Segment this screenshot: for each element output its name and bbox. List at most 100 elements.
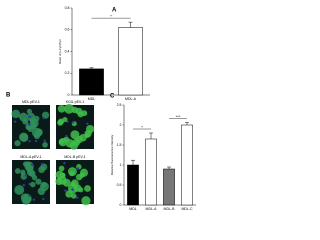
y-tick-label: 0 (120, 203, 122, 207)
nucleus (76, 196, 79, 199)
nucleus (28, 194, 31, 198)
nucleus (28, 123, 31, 126)
cell (26, 108, 33, 115)
x-tick-label: MDL (88, 97, 95, 101)
cell (81, 196, 91, 206)
cell (22, 118, 29, 125)
cell (77, 111, 84, 118)
x-tick-label: MDL (129, 207, 136, 211)
cell (64, 103, 74, 114)
bar (118, 27, 143, 96)
panel-label: C (110, 94, 115, 100)
cell (57, 104, 66, 113)
cell (85, 124, 95, 134)
error-bar (185, 122, 189, 125)
cell (69, 141, 79, 150)
nucleus (41, 162, 44, 166)
nucleus (43, 139, 46, 142)
y-tick-label: 2 (120, 123, 122, 127)
bar (181, 124, 193, 206)
cell (70, 193, 77, 199)
cell (33, 132, 41, 140)
y-tick-label: 0.5 (117, 183, 122, 187)
cell (42, 142, 48, 148)
y-tick-label: 0 (68, 93, 70, 97)
image-caption: MDL-B pEV-1 (64, 155, 85, 159)
cell (20, 169, 26, 175)
cell (69, 171, 75, 177)
micrograph (11, 105, 50, 149)
y-tick-label: 0.2 (65, 71, 70, 75)
nucleus (34, 139, 38, 143)
cell (37, 187, 46, 196)
nucleus (86, 122, 89, 125)
error-bar (89, 67, 94, 69)
cell (29, 181, 36, 188)
nucleus (71, 188, 74, 191)
nucleus (14, 120, 17, 123)
nucleus (42, 116, 45, 120)
significance-mark: * (110, 14, 112, 19)
nucleus (32, 198, 36, 201)
error-bar (149, 132, 153, 139)
image-caption: MDL-A pEV-1 (20, 155, 41, 159)
micrograph (12, 160, 50, 205)
significance-mark: * (141, 125, 143, 130)
cell (58, 138, 68, 147)
micrograph (56, 103, 95, 150)
cell (79, 172, 85, 178)
cell (58, 165, 65, 172)
cell (62, 116, 68, 123)
nucleus (31, 163, 34, 167)
bar (163, 168, 175, 206)
error-bar (131, 159, 135, 165)
nucleus (28, 139, 31, 143)
cell (14, 168, 21, 174)
cell (11, 109, 21, 119)
panel-label: A (112, 8, 117, 14)
y-tick-label: 2.5 (117, 103, 122, 107)
bar (127, 164, 139, 206)
x-tick-label: MDL-B (164, 207, 176, 211)
cell (31, 174, 38, 181)
error-bar (167, 166, 171, 169)
cell (21, 195, 31, 205)
y-tick-label: 1 (120, 163, 122, 167)
nucleus (42, 197, 45, 201)
nucleus (22, 184, 26, 187)
nucleus (28, 115, 32, 119)
x-tick-label: MDL-A (125, 97, 137, 101)
y-axis-label: Ratio of p-Fyn/Fyn (58, 39, 62, 64)
y-axis-label: Relative fluorescence intensity (110, 134, 114, 175)
image-caption: MDL pEV-1 (22, 100, 40, 104)
cell (19, 132, 29, 142)
nucleus (76, 167, 80, 170)
y-tick-label: 0.8 (65, 6, 70, 10)
cell (35, 178, 42, 185)
nucleus (63, 161, 66, 165)
cell (14, 140, 21, 147)
cell (25, 123, 33, 131)
error-bar (128, 21, 133, 28)
cell (57, 175, 67, 185)
micrograph (55, 160, 94, 206)
nucleus (65, 134, 68, 138)
nucleus (71, 121, 75, 124)
cell (14, 185, 25, 195)
cell (84, 132, 90, 139)
cell (30, 123, 37, 129)
image-caption: KGIL pEV-1 (66, 100, 84, 104)
x-tick-label: MDL-A (146, 207, 158, 211)
x-tick-label: MDL-C (181, 207, 193, 211)
cell (26, 165, 34, 173)
figure: B A C 0 0.2 0.4 0.6 0.8 Ratio of p-Fyn/Fyn MDL… (6, 6, 196, 211)
bar (145, 138, 157, 206)
cell (84, 185, 91, 192)
y-tick-label: 0.4 (65, 49, 70, 53)
cell (65, 190, 73, 198)
significance-mark: *** (176, 114, 181, 119)
y-tick-label: 1.5 (117, 143, 122, 147)
y-tick-label: 0.6 (65, 28, 70, 32)
nucleus (24, 174, 27, 177)
nucleus (64, 189, 67, 192)
